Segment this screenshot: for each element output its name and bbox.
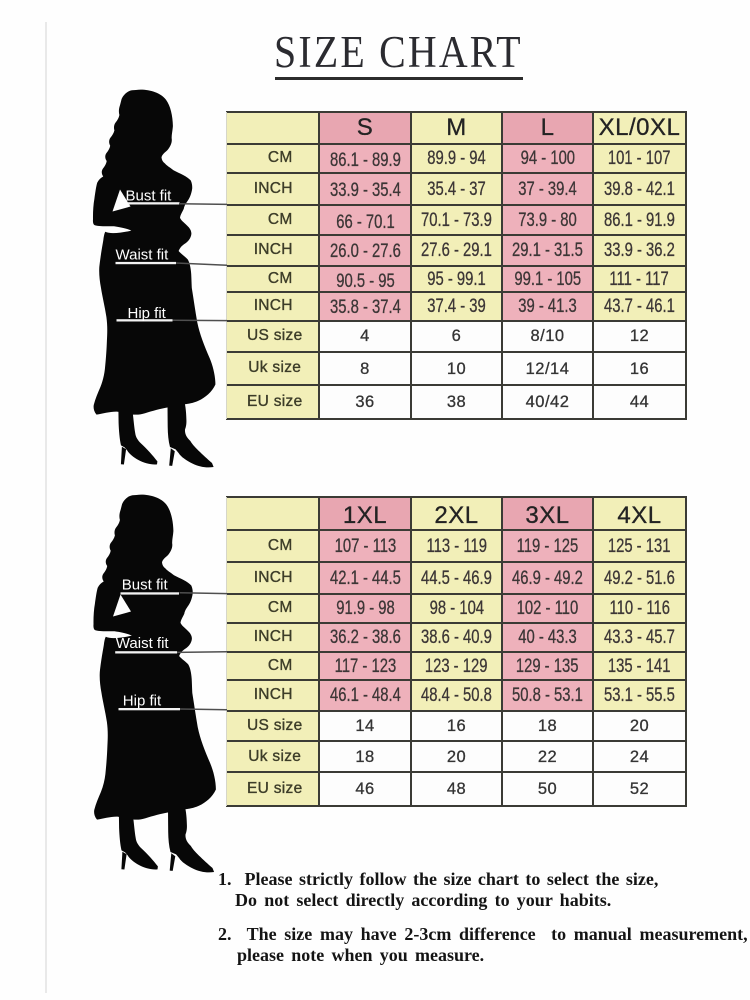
svg-text:Bust fit: Bust fit [122, 577, 169, 594]
svg-text:Waist fit: Waist fit [116, 246, 170, 263]
svg-text:Hip fit: Hip fit [123, 693, 162, 710]
svg-text:Bust fit: Bust fit [126, 187, 173, 204]
svg-text:Waist fit: Waist fit [116, 635, 170, 652]
svg-text:Hip fit: Hip fit [128, 305, 167, 322]
